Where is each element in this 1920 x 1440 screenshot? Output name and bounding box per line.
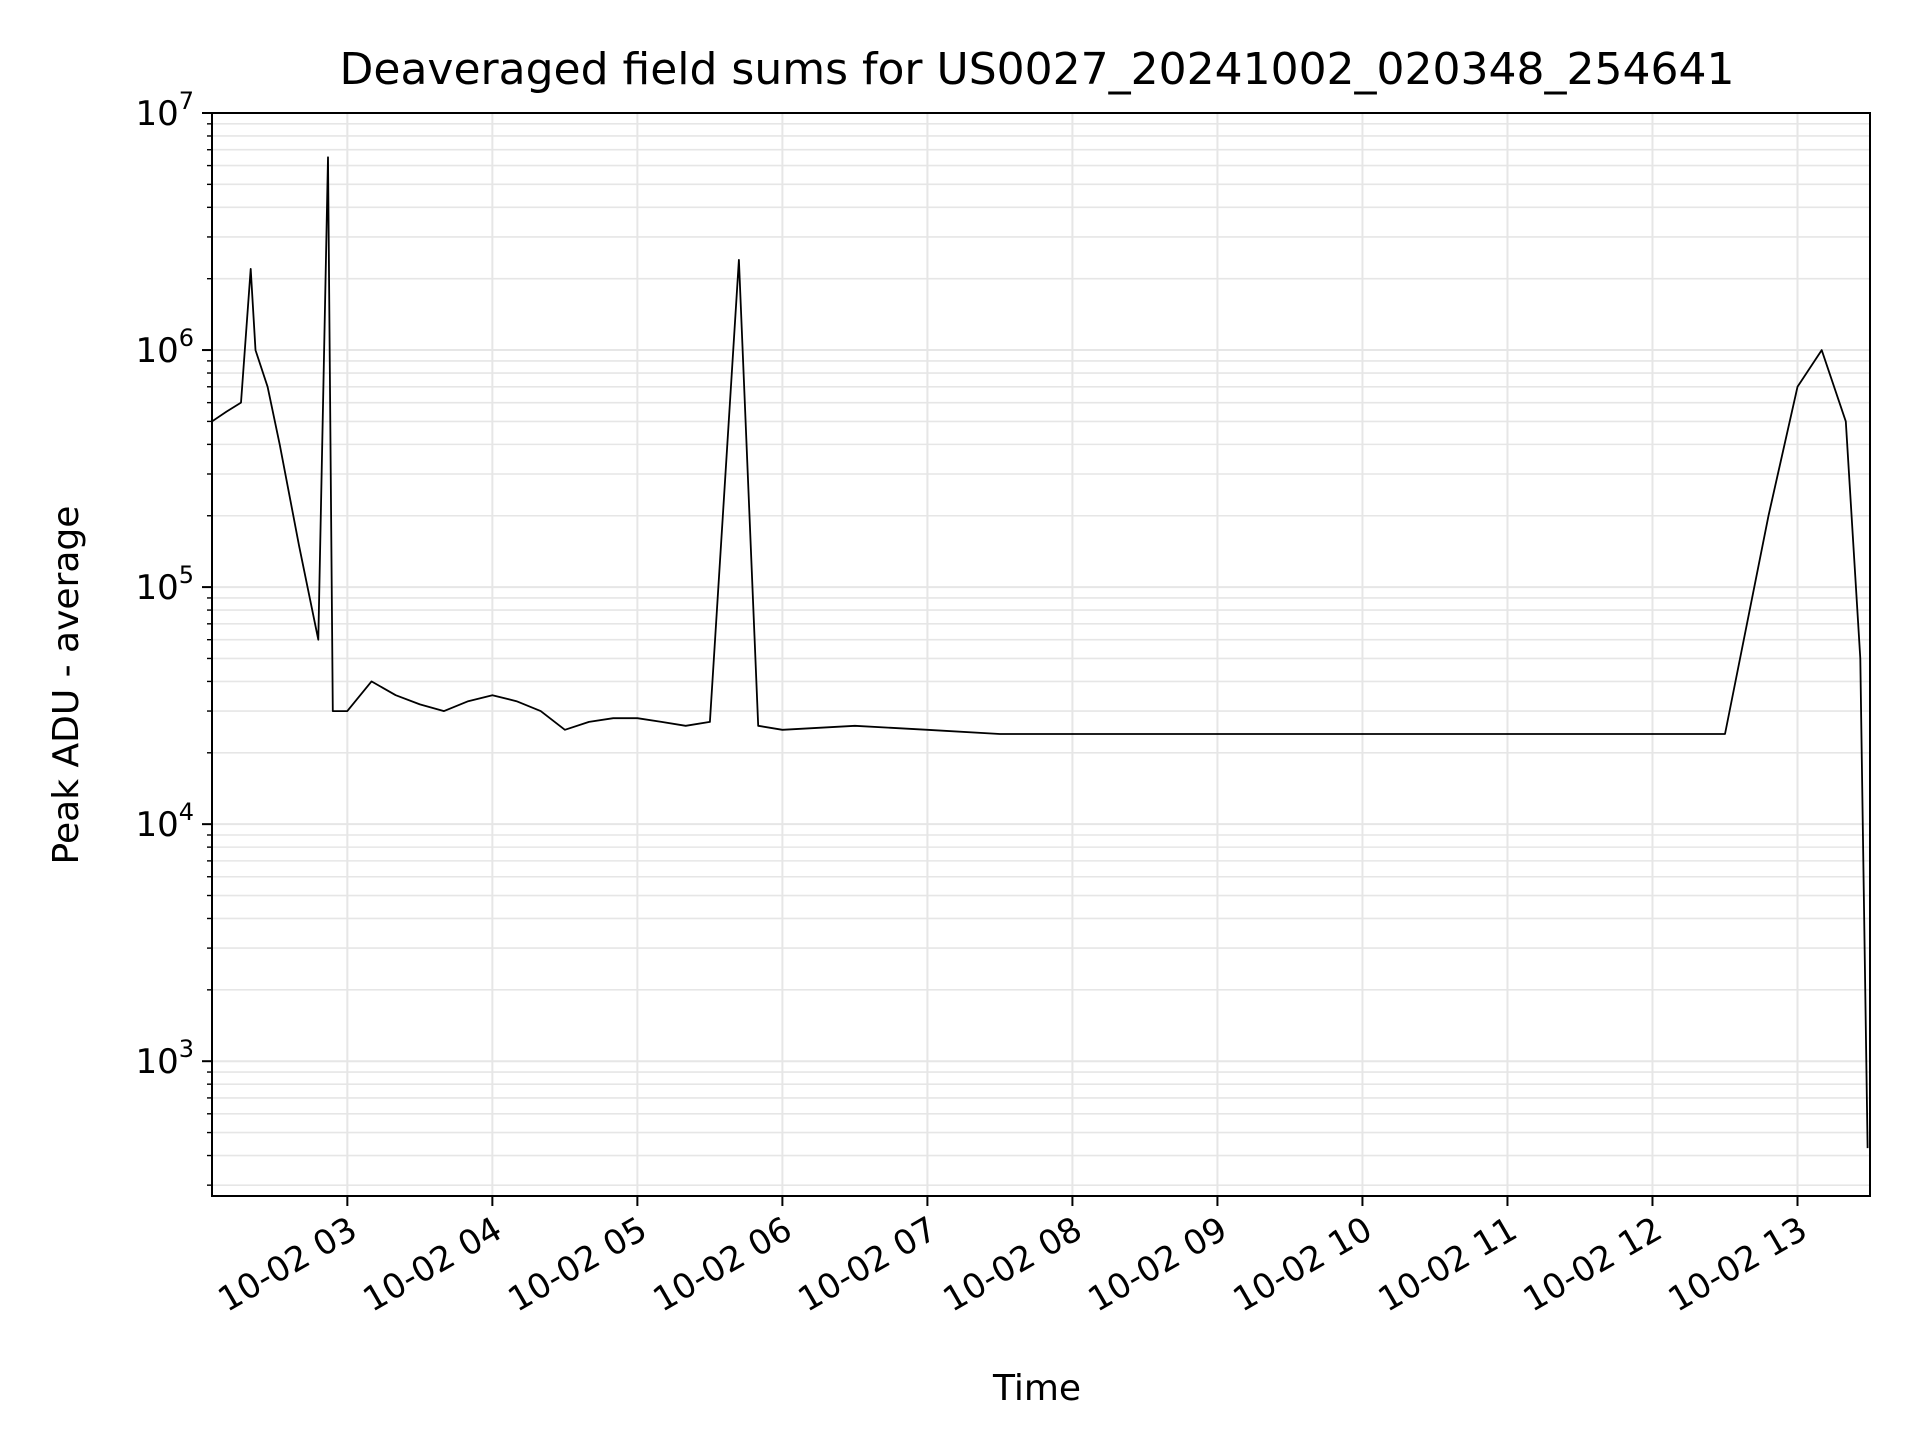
x-tick-label: 10-02 12 — [1517, 1209, 1669, 1320]
x-tick-label: 10-02 07 — [792, 1209, 944, 1320]
x-tick-label: 10-02 10 — [1227, 1209, 1379, 1320]
x-axis-label: Time — [992, 1368, 1081, 1409]
x-tick-label: 10-02 05 — [501, 1209, 653, 1320]
y-tick-label: 105 — [135, 561, 194, 608]
text-layer: Deaveraged field sums for US0027_2024100… — [46, 44, 1814, 1409]
x-tick-label: 10-02 11 — [1372, 1209, 1524, 1320]
x-tick-label: 10-02 03 — [211, 1209, 363, 1320]
x-tick-label: 10-02 04 — [356, 1209, 508, 1320]
y-tick-label: 106 — [135, 324, 194, 371]
y-tick-label: 104 — [135, 798, 194, 845]
x-tick-label: 10-02 06 — [646, 1209, 798, 1320]
grid-layer — [212, 112, 1870, 1196]
data-layer — [212, 156, 1869, 1149]
y-tick-label: 103 — [135, 1035, 194, 1082]
axes-layer — [202, 112, 1871, 1206]
x-tick-label: 10-02 09 — [1082, 1209, 1234, 1320]
chart-title: Deaveraged field sums for US0027_2024100… — [340, 44, 1735, 95]
y-tick-label: 107 — [135, 87, 194, 134]
plot-frame — [211, 112, 1871, 1197]
x-tick-label: 10-02 08 — [937, 1209, 1089, 1320]
series-line — [212, 156, 1869, 1149]
x-tick-label: 10-02 13 — [1662, 1209, 1814, 1320]
y-axis-label: Peak ADU - average — [46, 506, 87, 865]
